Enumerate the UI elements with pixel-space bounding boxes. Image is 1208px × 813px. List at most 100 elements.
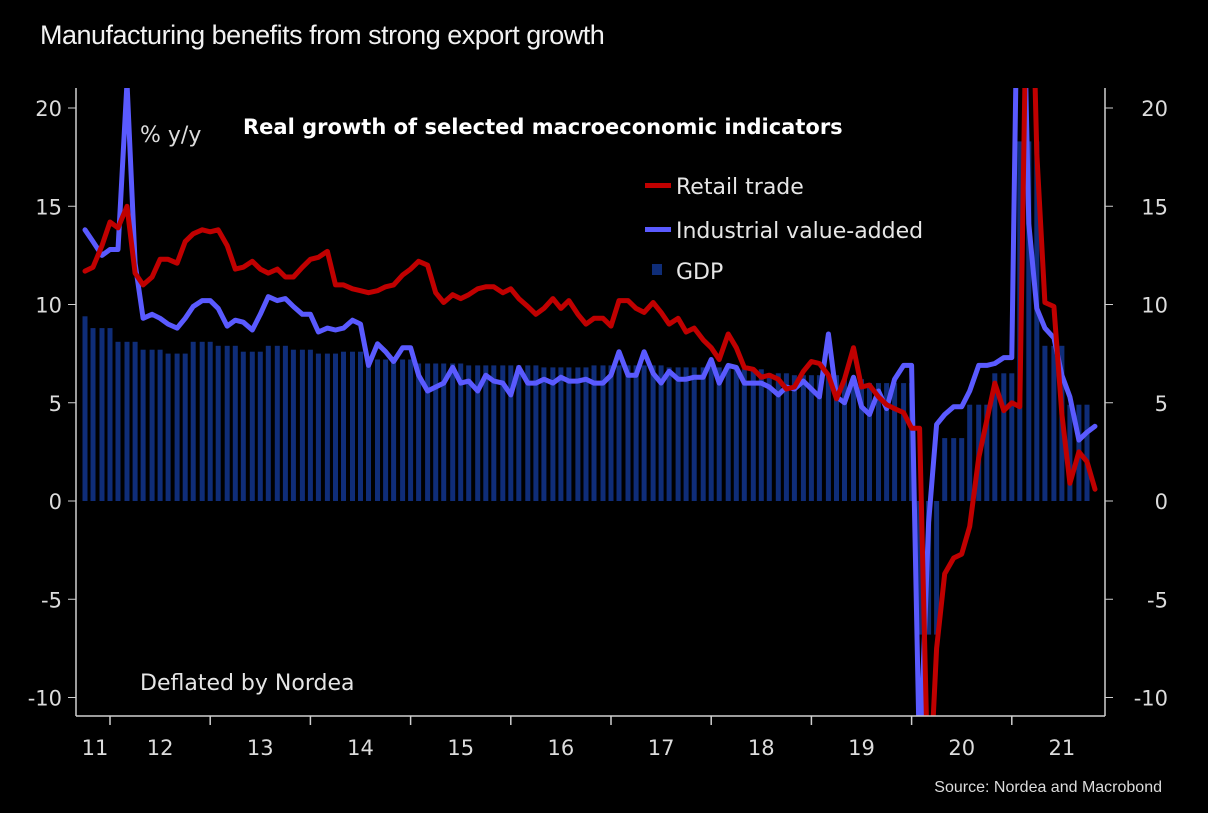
- gdp-bar: [441, 363, 447, 501]
- gdp-bar: [934, 501, 940, 635]
- gdp-bar: [1051, 345, 1057, 501]
- gdp-bar: [558, 367, 564, 501]
- gdp-bar: [533, 365, 539, 501]
- line-retail-trade: [82, 88, 1098, 716]
- gdp-bar: [867, 383, 872, 501]
- legend-swatch-retail-trade: [645, 183, 671, 188]
- legend-label-retail-trade: Retail trade: [676, 175, 804, 200]
- gdp-bar: [917, 501, 923, 635]
- gdp-bar: [450, 363, 456, 501]
- gdp-bar: [758, 369, 764, 501]
- gdp-bar: [1042, 345, 1048, 501]
- x-tick-label: 18: [748, 736, 775, 760]
- gdp-bar: [892, 383, 898, 501]
- gdp-bar: [984, 404, 990, 501]
- gdp-bar: [884, 383, 890, 501]
- gdp-bar: [566, 367, 572, 501]
- gdp-bar: [400, 359, 406, 501]
- gdp-bar: [1001, 373, 1007, 501]
- gdp-bar: [358, 351, 363, 501]
- gdp-bar: [174, 353, 180, 501]
- gdp-bar: [333, 353, 338, 501]
- axis-labels: 20 20 15 15 10 10 5 5 0 0 -5 -5 -10 -10 11 12 13 14 15 16 17…: [28, 97, 1168, 760]
- gdp-bars: [82, 141, 1090, 635]
- gdp-bar: [1034, 141, 1040, 501]
- gdp-bar: [666, 367, 672, 501]
- gdp-bar: [942, 438, 948, 501]
- gdp-bar: [483, 365, 489, 501]
- gdp-bar: [633, 365, 639, 501]
- gdp-bar: [115, 341, 121, 501]
- gdp-bar: [967, 404, 973, 501]
- gdp-bar: [600, 365, 606, 501]
- x-tick-label: 21: [1049, 736, 1076, 760]
- gdp-bar: [290, 349, 296, 501]
- gdp-bar: [516, 365, 522, 501]
- gdp-bar: [816, 375, 822, 501]
- gdp-bar: [199, 341, 205, 501]
- gdp-bar: [691, 367, 697, 501]
- gdp-bar: [207, 341, 213, 501]
- y-tick-label-right: -10: [1134, 687, 1168, 711]
- gdp-bar: [375, 359, 380, 501]
- gdp-bar: [508, 365, 514, 501]
- gdp-bar: [791, 375, 797, 501]
- gdp-bar: [658, 365, 664, 501]
- gdp-bar: [458, 363, 464, 501]
- gdp-bar: [825, 375, 831, 501]
- gdp-bar: [408, 359, 414, 501]
- gdp-bar: [766, 373, 772, 501]
- x-tick-label: 17: [648, 736, 675, 760]
- gdp-bar: [416, 363, 422, 501]
- gdp-bar: [232, 345, 238, 501]
- gdp-bar: [783, 373, 789, 501]
- gdp-bar: [750, 369, 756, 501]
- page-title: Manufacturing benefits from strong expor…: [40, 20, 605, 50]
- y-tick-label-right: 5: [1155, 392, 1168, 416]
- gdp-bar: [315, 353, 321, 501]
- gdp-bar: [1026, 141, 1032, 501]
- gdp-bar: [834, 375, 839, 501]
- gdp-bar: [683, 367, 689, 501]
- gdp-bar: [500, 365, 506, 501]
- gdp-bar: [959, 438, 965, 501]
- gdp-bar: [350, 351, 355, 501]
- legend-label-gdp: GDP: [676, 260, 723, 285]
- gdp-bar: [157, 349, 163, 501]
- gdp-bar: [249, 351, 255, 501]
- gdp-bar: [992, 373, 998, 501]
- y-tick-label-right: 20: [1141, 97, 1168, 121]
- gdp-bar: [675, 367, 681, 501]
- gdp-bar: [433, 363, 439, 501]
- gdp-bar: [650, 365, 656, 501]
- axes: [68, 88, 1113, 725]
- y-tick-label-left: -10: [28, 687, 62, 711]
- legend: Retail trade Industrial value-added GDP: [645, 175, 923, 285]
- gdp-bar: [700, 367, 706, 501]
- y-tick-label-left: 20: [35, 97, 62, 121]
- y-tick-label-right: -5: [1147, 588, 1168, 612]
- gdp-bar: [132, 341, 138, 501]
- series-lines: [82, 88, 1098, 716]
- y-tick-label-left: 10: [35, 294, 62, 318]
- chart-subtitle: Real growth of selected macroeconomic in…: [243, 115, 843, 139]
- gdp-bar: [591, 365, 597, 501]
- y-tick-label-left: -5: [41, 588, 62, 612]
- gdp-bar: [182, 353, 188, 501]
- unit-label: % y/y: [140, 123, 201, 148]
- gdp-bar: [124, 341, 130, 501]
- x-tick-label: 15: [447, 736, 474, 760]
- gdp-bar: [383, 359, 389, 501]
- gdp-bar: [1067, 404, 1073, 501]
- legend-label-industrial-value-added: Industrial value-added: [676, 219, 923, 244]
- gdp-bar: [274, 345, 280, 501]
- gdp-bar: [725, 367, 731, 501]
- gdp-bar: [541, 367, 547, 501]
- gdp-bar: [1084, 404, 1090, 501]
- gdp-bar: [466, 365, 472, 501]
- gdp-bar: [625, 365, 631, 501]
- y-tick-label-left: 5: [49, 392, 62, 416]
- x-tick-label: 19: [848, 736, 875, 760]
- gdp-bar: [215, 345, 221, 501]
